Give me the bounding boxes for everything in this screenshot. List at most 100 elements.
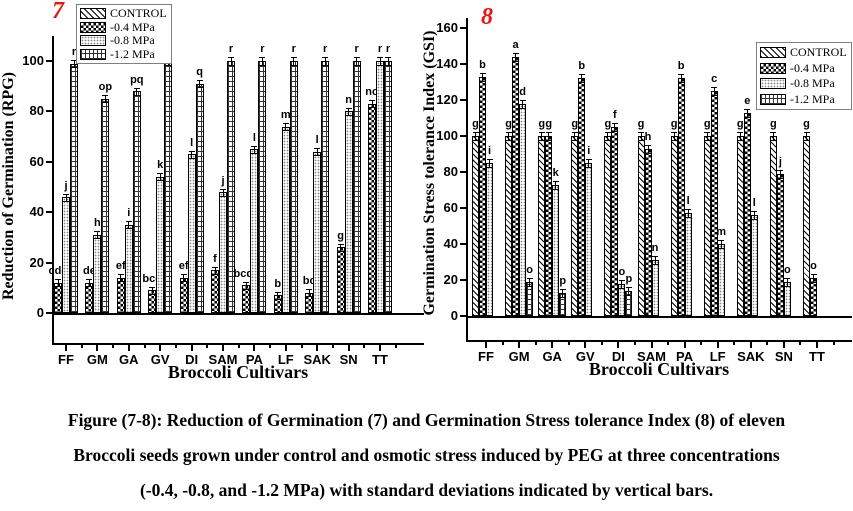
- bar--0.8MPa-PA: [684, 213, 692, 316]
- error-bar-cap-bottom: [526, 285, 533, 287]
- legend-label: CONTROL: [110, 6, 167, 21]
- x-axis-major-tick: [650, 342, 653, 348]
- error-bar-cap-top: [552, 180, 559, 182]
- legend-label: -1.2 MPa: [110, 46, 155, 61]
- y-axis-tick: [46, 160, 52, 163]
- y-axis-tick: [460, 315, 466, 317]
- error-bar: [739, 132, 741, 140]
- x-axis-line: [52, 343, 424, 345]
- error-bar: [581, 74, 583, 83]
- significance-letter: b: [578, 60, 586, 73]
- error-bar-cap-top: [71, 59, 77, 61]
- bar-CONTROL-DI: [604, 136, 612, 316]
- x-axis-major-tick: [222, 345, 224, 351]
- significance-letter: k: [157, 159, 164, 172]
- x-category-label: LF: [277, 352, 294, 367]
- error-bar: [73, 59, 75, 68]
- error-bar-cap-top: [770, 132, 777, 134]
- significance-letter: no: [365, 86, 379, 99]
- error-bar-cap-top: [685, 209, 692, 211]
- significance-letter: l: [252, 131, 256, 144]
- error-bar-cap-bottom: [212, 273, 218, 275]
- significance-letter: d: [519, 85, 526, 98]
- y-axis-tick: [46, 261, 52, 264]
- bar--0.4MPa-DI: [611, 127, 619, 316]
- error-bar-cap-top: [472, 132, 479, 134]
- bar-CONTROL-SAK: [736, 136, 744, 316]
- error-bar: [151, 286, 153, 294]
- significance-letter: r: [323, 43, 328, 56]
- figure-caption: Figure (7-8): Reduction of Germination (…: [0, 403, 853, 508]
- error-bar: [647, 144, 649, 153]
- error-bar-cap-top: [625, 286, 632, 288]
- significance-letter: n: [345, 93, 352, 106]
- x-axis-major-tick: [716, 342, 719, 348]
- zero-baseline: [468, 316, 852, 318]
- significance-letter: o: [618, 265, 626, 278]
- significance-letter: de: [82, 265, 96, 278]
- significance-letter: m: [716, 226, 727, 239]
- x-category-label: LF: [709, 349, 726, 364]
- error-bar: [371, 100, 373, 108]
- x-axis-minor-tick: [394, 345, 397, 348]
- bar-CONTROL-SAM: [637, 136, 645, 316]
- y-axis-line: [466, 18, 468, 342]
- error-bar-cap-top: [545, 132, 552, 134]
- error-bar: [548, 132, 550, 140]
- significance-letter: i: [127, 207, 131, 220]
- error-bar: [482, 72, 483, 81]
- error-bar: [475, 132, 476, 140]
- error-bar: [541, 132, 543, 140]
- error-bar-cap-bottom: [538, 139, 545, 141]
- x-category-label: FF: [58, 352, 74, 367]
- error-bar: [199, 80, 201, 88]
- y-axis-tick: [460, 171, 466, 173]
- error-bar-cap-top: [180, 274, 187, 276]
- error-bar: [489, 159, 490, 167]
- bar-CONTROL-GA: [538, 136, 546, 316]
- error-bar: [230, 57, 232, 65]
- error-bar-cap-top: [251, 145, 258, 147]
- error-bar-cap-bottom: [704, 139, 711, 141]
- x-axis-minor-tick: [237, 345, 240, 348]
- bar-CONTROL-PA: [670, 136, 678, 316]
- error-bar-cap-top: [117, 274, 124, 276]
- x-category-label: GA: [542, 349, 562, 364]
- significance-letter: l: [190, 136, 194, 149]
- x-axis-minor-tick: [174, 345, 177, 348]
- significance-letter: m: [280, 108, 291, 121]
- significance-letter: g: [670, 118, 678, 131]
- error-bar-cap-bottom: [71, 67, 77, 69]
- error-bar-cap-bottom: [671, 139, 678, 141]
- x-category-label: SN: [774, 349, 793, 364]
- x-axis-minor-tick: [80, 345, 83, 348]
- error-bar: [522, 99, 524, 108]
- x-axis-major-tick: [584, 342, 587, 348]
- significance-letter: r: [71, 45, 77, 58]
- bar--0.4MPa-GV: [578, 78, 586, 316]
- legend-item: -1.2 MPa: [760, 92, 847, 108]
- error-bar-cap-top: [678, 74, 685, 76]
- error-bar: [555, 180, 557, 189]
- error-bar-cap-bottom: [737, 139, 744, 141]
- error-bar-cap-top: [377, 57, 383, 59]
- bar--0.8MPa-FF: [486, 163, 493, 316]
- significance-letter: o: [810, 260, 817, 273]
- x-category-label: TT: [372, 352, 388, 367]
- error-bar-cap-bottom: [117, 281, 124, 283]
- x-axis-minor-tick: [269, 345, 272, 348]
- error-bar-cap-bottom: [770, 139, 777, 141]
- error-bar-cap-bottom: [652, 264, 658, 266]
- error-bar-cap-bottom: [63, 200, 69, 202]
- error-bar: [607, 132, 609, 140]
- error-bar-cap-top: [86, 279, 93, 281]
- x-axis-minor-tick: [633, 342, 636, 345]
- error-bar: [562, 288, 564, 297]
- x-category-label: GV: [575, 349, 595, 364]
- error-bar-cap-top: [322, 57, 329, 59]
- dots-swatch: [760, 78, 786, 90]
- error-bar: [654, 256, 656, 265]
- x-category-label: DI: [611, 349, 625, 364]
- x-axis-major-tick: [347, 345, 350, 351]
- error-bar-cap-top: [314, 148, 321, 150]
